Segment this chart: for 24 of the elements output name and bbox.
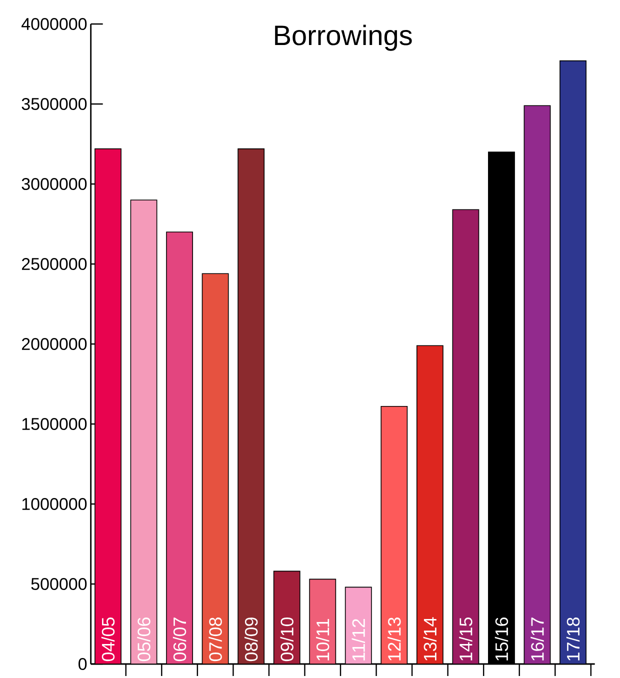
y-tick-label: 500000: [31, 578, 87, 590]
x-tick-label: 05/06: [137, 618, 150, 662]
x-tick-label: 16/17: [530, 618, 544, 660]
x-tick-label: 17/18: [566, 618, 580, 660]
y-tick-label: 1500000: [22, 418, 87, 430]
x-tick-label: 15/16: [494, 618, 508, 660]
x-tick-label: 06/07: [172, 618, 186, 662]
x-tick-label: 04/05: [101, 618, 115, 662]
x-tick-label: 11/12: [352, 618, 365, 660]
y-tick-label: 2000000: [22, 338, 87, 350]
x-tick-label: 08/09: [244, 618, 258, 662]
x-tick-label: 14/15: [459, 618, 472, 660]
x-tick-label: 12/13: [388, 618, 401, 660]
y-tick-label: 0: [78, 658, 87, 670]
x-tick-label: 10/11: [316, 618, 330, 660]
y-tick-label: 1000000: [22, 498, 87, 510]
chart-title: Borrowings: [275, 24, 412, 51]
x-tick-label: 13/14: [423, 617, 437, 660]
y-tick-label: 3000000: [22, 178, 87, 190]
y-tick-label: 2500000: [22, 258, 87, 270]
y-tick-label: 3500000: [22, 98, 87, 110]
y-tick-label: 4000000: [22, 18, 87, 30]
x-tick-label: 09/10: [280, 617, 294, 662]
x-tick-label: 07/08: [208, 618, 222, 662]
